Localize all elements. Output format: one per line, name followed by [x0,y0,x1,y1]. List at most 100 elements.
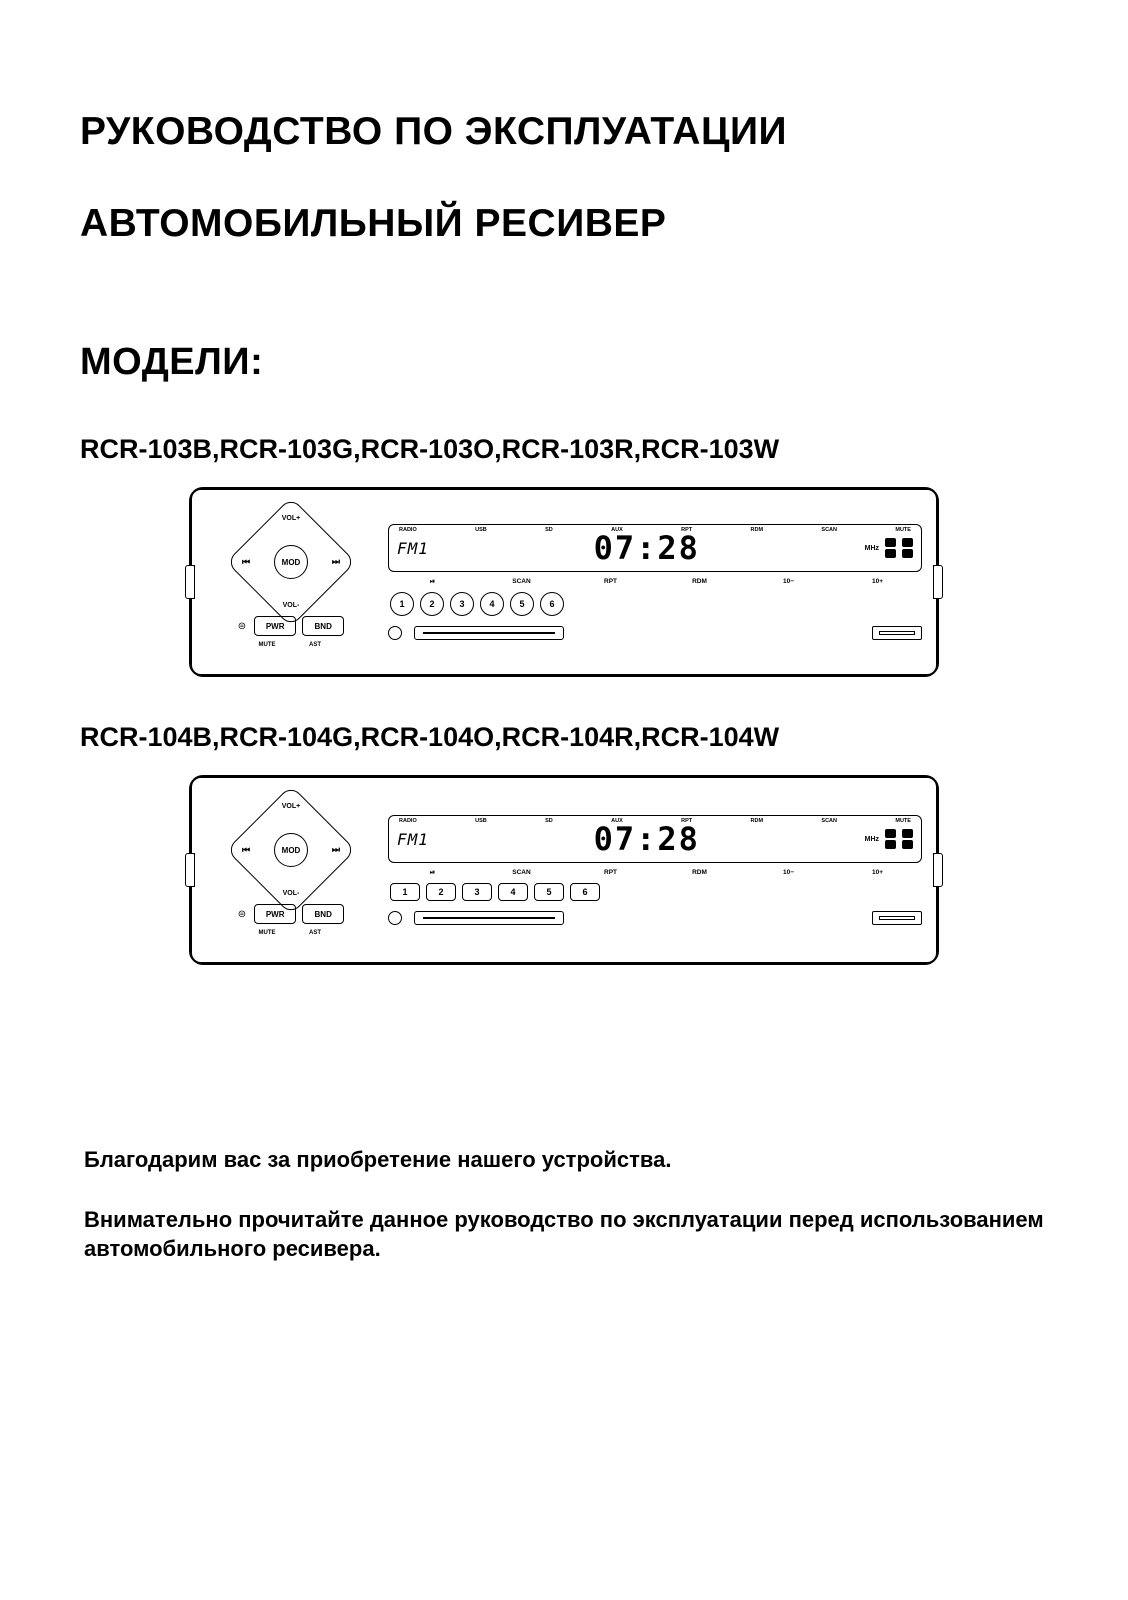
series-1-models: RCR-103B,RCR-103G,RCR-103O,RCR-103R,RCR-… [80,434,1048,465]
preset-1: 1 [390,883,420,901]
lcd-digits: 07:28 [435,823,859,855]
mod-button: MOD [274,833,308,867]
lcd-label: RDM [751,527,764,533]
lcd-icons [902,538,913,558]
preset-6: 6 [540,592,564,616]
preset-1: 1 [390,592,414,616]
lcd-top-labels: RADIO USB SD AUX RPT RDM SCAN MUTE [399,527,911,533]
lcd-top-labels: RADIO USB SD AUX RPT RDM SCAN MUTE [399,818,911,824]
vol-down-label: VOL- [283,890,300,897]
vol-up-label: VOL+ [282,803,300,810]
lcd-label: AUX [611,527,623,533]
preset-2: 2 [426,883,456,901]
lcd-label: SD [545,818,553,824]
slot-row [388,626,922,640]
usb-slot [872,626,922,640]
lcd-unit: MHz [865,545,879,552]
preset-3: 3 [462,883,492,901]
side-tab-left [185,853,195,887]
lcd-label: RDM [751,818,764,824]
preset-label: 10− [746,578,831,586]
preset-4: 4 [480,592,504,616]
page-title: РУКОВОДСТВО ПО ЭКСПЛУАТАЦИИ [80,110,1048,154]
next-icon: ⏭ [332,557,340,568]
footer: Благодарим вас за приобретение нашего ус… [80,1145,1048,1264]
lcd-label: USB [475,818,487,824]
lcd-display: RADIO USB SD AUX RPT RDM SCAN MUTE FM1 0… [388,524,922,572]
dpad: MOD VOL+ VOL- ⏮ ⏭ [226,785,356,915]
aux-icon: ⊜ [238,621,246,632]
mute-label: MUTE [246,930,288,936]
aux-icon: ⊜ [238,909,246,920]
lcd-digits: 07:28 [435,532,859,564]
mute-label: MUTE [246,642,288,648]
lcd-icons [902,829,913,849]
device-2-illustration: MOD VOL+ VOL- ⏮ ⏭ ⊜ PWR BND MUTE [80,775,1048,965]
lcd-label: USB [475,527,487,533]
preset-labels: ⏯ SCAN RPT RDM 10− 10+ [388,578,922,586]
lcd-display: RADIO USB SD AUX RPT RDM SCAN MUTE FM1 0… [388,815,922,863]
preset-label: 10+ [835,578,920,586]
vol-up-label: VOL+ [282,515,300,522]
prev-icon: ⏮ [242,845,250,856]
ir-sensor [388,626,402,640]
vol-down-label: VOL- [283,602,300,609]
preset-label: ⏯ [390,869,475,877]
lcd-label: RADIO [399,527,417,533]
preset-buttons: 1 2 3 4 5 6 [388,592,922,616]
preset-label: 10+ [835,869,920,877]
lcd-label: SD [545,527,553,533]
ast-label: AST [294,642,336,648]
lcd-label: SCAN [821,527,837,533]
slot-row [388,911,922,925]
side-tab-left [185,565,195,599]
preset-6: 6 [570,883,600,901]
preset-label: RDM [657,578,742,586]
lcd-band: FM1 [397,539,429,558]
preset-label: ⏯ [390,578,475,586]
bnd-button: BND [302,616,344,636]
preset-5: 5 [534,883,564,901]
preset-label: RPT [568,578,653,586]
dpad: MOD VOL+ VOL- ⏮ ⏭ [226,497,356,627]
series-2-models: RCR-104B,RCR-104G,RCR-104O,RCR-104R,RCR-… [80,722,1048,753]
preset-label: RDM [657,869,742,877]
preset-label: RPT [568,869,653,877]
preset-label: SCAN [479,869,564,877]
side-tab-right [933,565,943,599]
usb-slot [872,911,922,925]
preset-label: 10− [746,869,831,877]
footer-thanks: Благодарим вас за приобретение нашего ус… [84,1145,1044,1175]
preset-4: 4 [498,883,528,901]
sd-slot [414,626,564,640]
preset-5: 5 [510,592,534,616]
lcd-label: SCAN [821,818,837,824]
lcd-label: RPT [681,527,692,533]
lcd-band: FM1 [397,830,429,849]
preset-2: 2 [420,592,444,616]
preset-labels: ⏯ SCAN RPT RDM 10− 10+ [388,869,922,877]
sd-slot [414,911,564,925]
ir-sensor [388,911,402,925]
preset-label: SCAN [479,578,564,586]
lcd-unit: MHz [865,836,879,843]
lcd-label: AUX [611,818,623,824]
mod-button: MOD [274,545,308,579]
lcd-label: MUTE [895,818,911,824]
preset-3: 3 [450,592,474,616]
bnd-button: BND [302,904,344,924]
lcd-label: RPT [681,818,692,824]
side-tab-right [933,853,943,887]
footer-instruction: Внимательно прочитайте данное руководств… [84,1205,1044,1264]
models-heading: МОДЕЛИ: [80,341,1048,384]
device-1-illustration: MOD VOL+ VOL- ⏮ ⏭ ⊜ PWR BND MUTE [80,487,1048,677]
lcd-label: MUTE [895,527,911,533]
lcd-icons [885,538,896,558]
preset-buttons: 1 2 3 4 5 6 [388,883,922,901]
next-icon: ⏭ [332,845,340,856]
prev-icon: ⏮ [242,557,250,568]
ast-label: AST [294,930,336,936]
lcd-icons [885,829,896,849]
page-subtitle: АВТОМОБИЛЬНЫЙ РЕСИВЕР [80,202,1048,246]
lcd-label: RADIO [399,818,417,824]
